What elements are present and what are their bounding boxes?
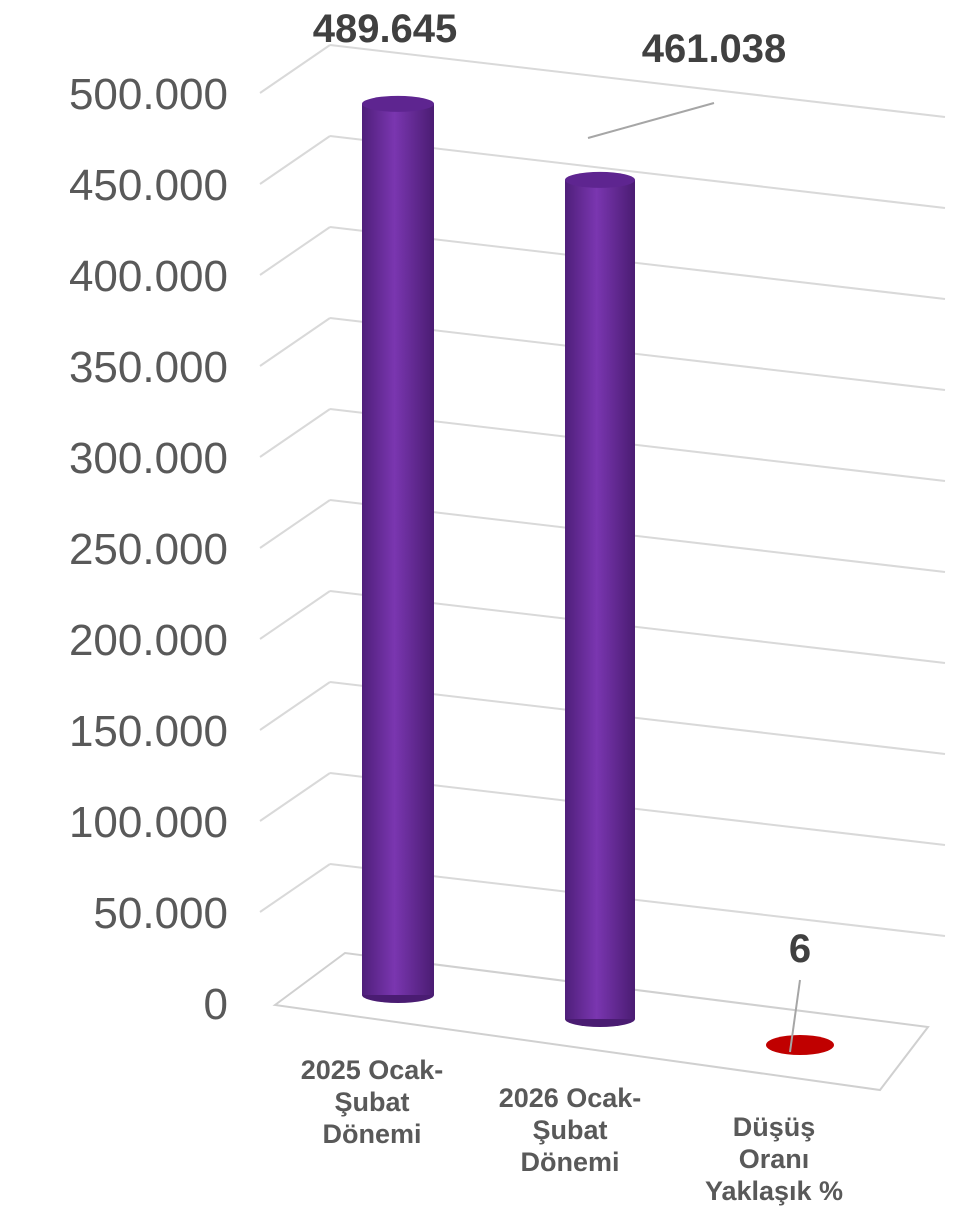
gridline-side xyxy=(259,317,331,367)
bar xyxy=(362,95,434,1003)
y-tick-label: 450.000 xyxy=(69,161,228,210)
y-tick-label: 0 xyxy=(204,980,228,1029)
gridline-side xyxy=(259,44,331,94)
data-label: 461.038 xyxy=(642,27,787,71)
data-labels: 489.645 461.038 6 xyxy=(313,7,811,1053)
bar-body xyxy=(565,179,635,1020)
category-labels: 2025 Ocak-Şubat Dönemi 2026 Ocak-Şubat Döne… xyxy=(301,1055,843,1206)
category-label: 2025 Ocak-Şubat Dönemi xyxy=(301,1055,444,1149)
bar-disc xyxy=(766,1035,834,1055)
y-tick-label: 400.000 xyxy=(69,252,228,301)
gridline-side xyxy=(259,226,331,276)
y-tick-label: 150.000 xyxy=(69,707,228,756)
data-label: 6 xyxy=(789,927,811,971)
gridline-side xyxy=(259,135,331,185)
category-label: Düşüş Oranı Yaklaşık % xyxy=(705,1112,843,1206)
bar xyxy=(565,171,635,1027)
y-tick-label: 500.000 xyxy=(69,70,228,119)
data-label-leader xyxy=(587,102,715,139)
y-axis-tick-labels: 0 50.000 100.000 150.000 200.000 250.000 300.0… xyxy=(69,70,228,1029)
bars xyxy=(362,95,834,1055)
data-label-leader xyxy=(789,979,801,1053)
y-tick-label: 200.000 xyxy=(69,616,228,665)
gridline-side xyxy=(259,863,331,913)
y-tick-label: 250.000 xyxy=(69,525,228,574)
gridline-side xyxy=(259,772,331,822)
y-tick-label: 350.000 xyxy=(69,343,228,392)
gridline-side xyxy=(259,499,331,549)
category-label: 2026 Ocak-Şubat Dönemi xyxy=(499,1083,642,1177)
gridline-side xyxy=(259,408,331,458)
y-tick-label: 50.000 xyxy=(93,889,228,938)
bar-top xyxy=(362,95,434,112)
y-tick-label: 100.000 xyxy=(69,798,228,847)
y-tick-label: 300.000 xyxy=(69,434,228,483)
bar-top xyxy=(565,171,635,188)
gridline-side xyxy=(259,590,331,640)
bar-body xyxy=(362,103,434,996)
data-label: 489.645 xyxy=(313,7,458,51)
gridline xyxy=(329,44,946,118)
bar xyxy=(766,1035,834,1055)
gridline-side xyxy=(259,681,331,731)
